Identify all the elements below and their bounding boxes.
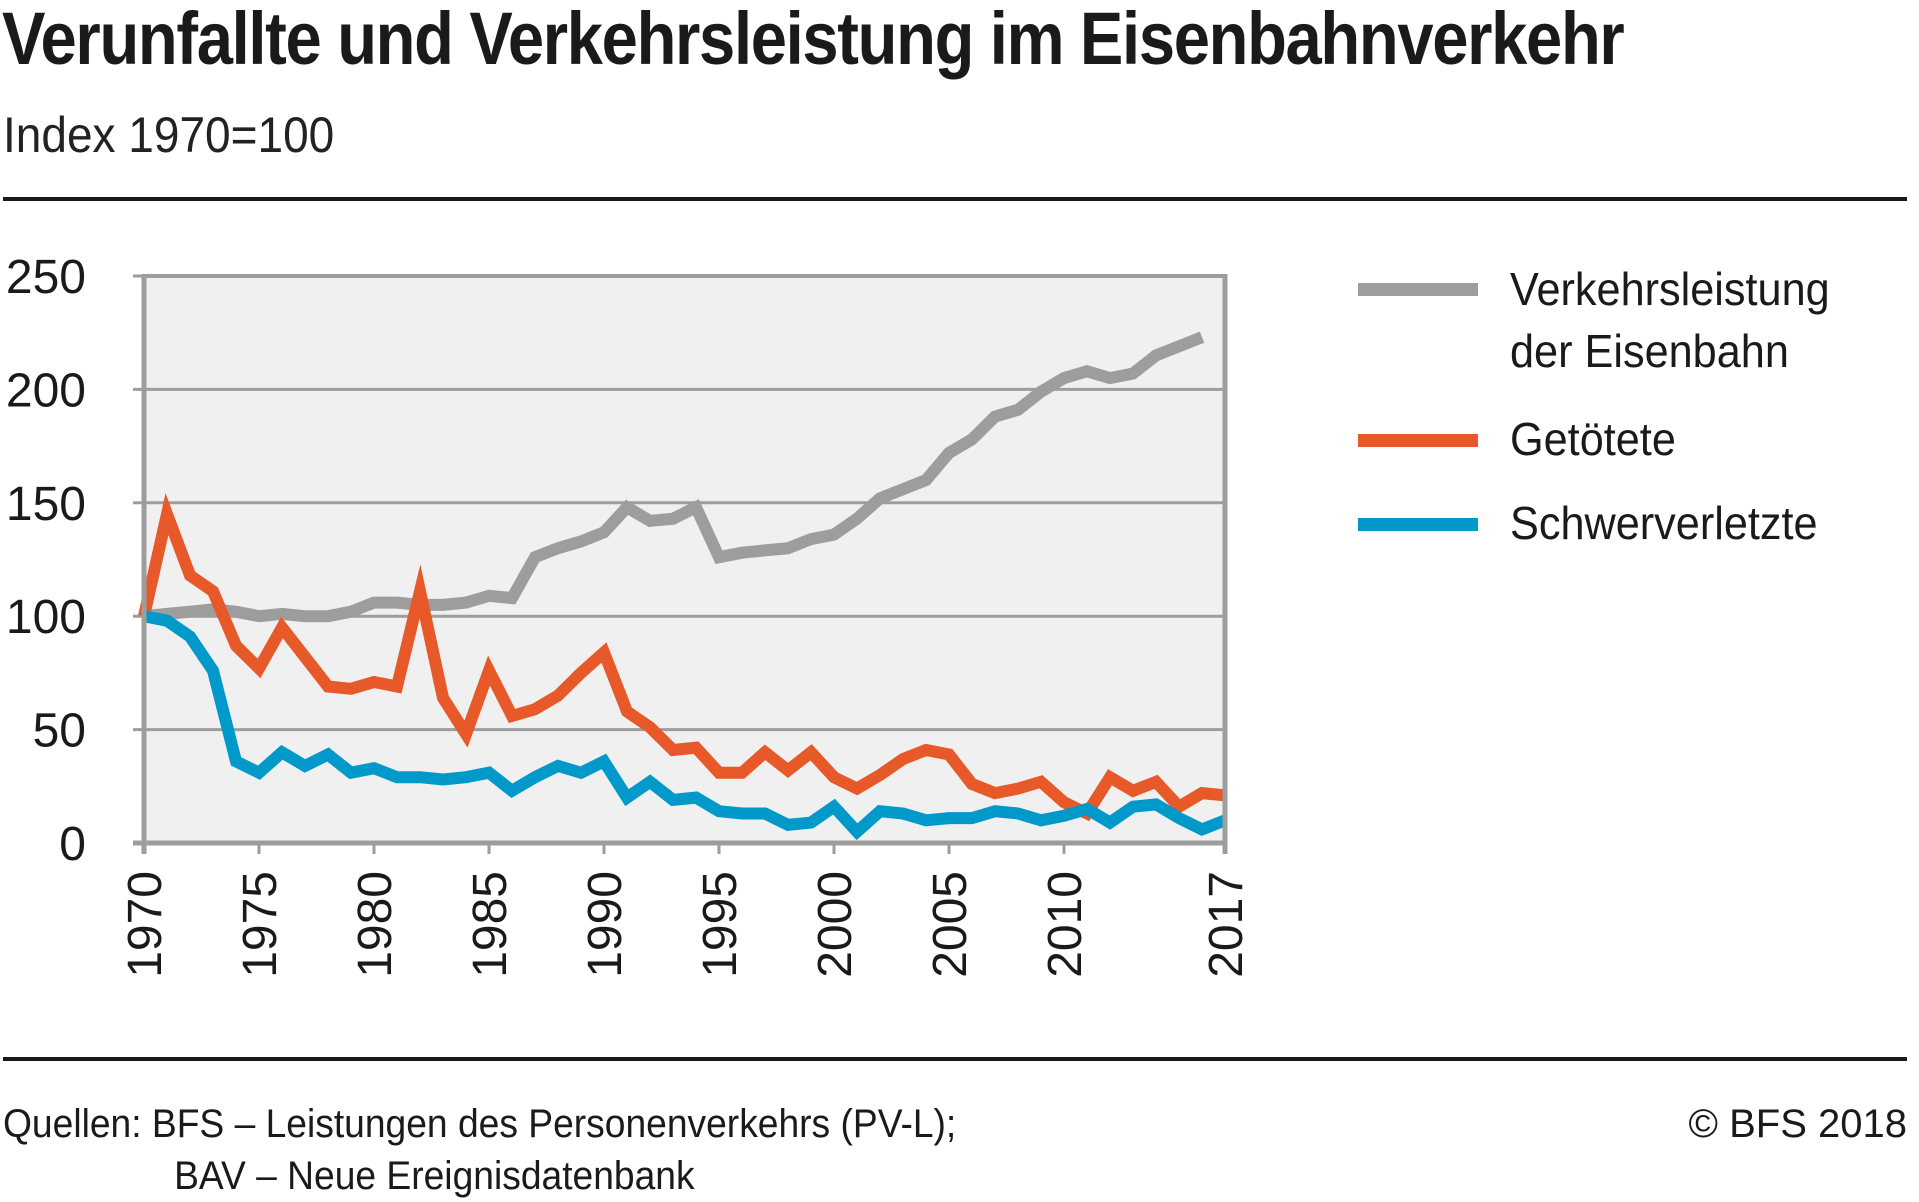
series-line-schwerverletzte (142, 610, 1228, 841)
y-tick-label: 50 (33, 705, 86, 758)
copyright: © BFS 2018 (1688, 1102, 1907, 1146)
legend-swatch-gray (1358, 283, 1478, 296)
y-tick-label: 0 (59, 818, 86, 871)
x-tick-label: 1995 (694, 871, 747, 978)
legend-label: Schwerverletzte (1510, 497, 1818, 549)
legend-label: Verkehrsleistung der Eisenbahn (1510, 258, 1830, 382)
series-line-get-tete (138, 493, 1226, 822)
y-tick-label: 200 (6, 364, 86, 417)
footer-divider (3, 1057, 1907, 1061)
header-divider (3, 197, 1907, 201)
y-axis-ticks: 0 50 100 150 200 250 (6, 251, 86, 871)
x-tick-label: 1970 (119, 871, 172, 978)
legend-label-line1: Verkehrsleistung (1510, 263, 1830, 315)
source-line-2: BAV – Neue Ereignisdatenbank (174, 1154, 695, 1198)
x-tick-label: 2010 (1039, 871, 1092, 978)
source-line-1: Quellen: BFS – Leistungen des Personenve… (3, 1102, 957, 1146)
x-tick-label: 2000 (809, 871, 862, 978)
series-line-verkehrsleistung-der-eisenbahn (143, 331, 1205, 623)
legend-label-line2: der Eisenbahn (1510, 325, 1789, 377)
legend-label: Getötete (1510, 413, 1676, 465)
source-note: Quellen: BFS – Leistungen des Personenve… (3, 1098, 956, 1202)
plot-area (144, 276, 1225, 843)
legend-swatch-blue (1358, 518, 1478, 531)
x-tick-label: 1975 (234, 871, 287, 978)
legend-swatch-orange (1358, 434, 1478, 447)
plot-frame (133, 274, 1228, 854)
y-tick-label: 150 (6, 478, 86, 531)
x-tick-label: 2017 (1200, 871, 1253, 978)
chart-title: Verunfallte und Verkehrsleistung im Eise… (2, 0, 1625, 80)
x-tick-label: 1985 (464, 871, 517, 978)
x-tick-label: 2005 (924, 871, 977, 978)
x-tick-label: 1990 (579, 871, 632, 978)
x-tick-label: 1980 (349, 871, 402, 978)
series-lines (138, 331, 1228, 841)
y-tick-label: 250 (6, 251, 86, 304)
chart-subtitle: Index 1970=100 (3, 107, 335, 163)
y-tick-label: 100 (6, 591, 86, 644)
x-axis-ticks: 1970 1975 1980 1985 1990 1995 2000 2005 2010 2017 (119, 843, 1253, 978)
